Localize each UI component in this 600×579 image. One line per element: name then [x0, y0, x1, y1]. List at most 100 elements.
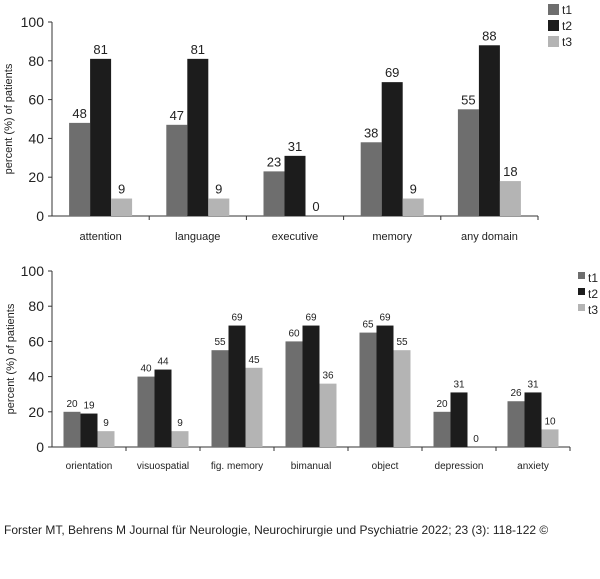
data-label: 60 — [288, 328, 300, 339]
bar-t3-orientation — [97, 431, 115, 447]
data-label: 31 — [288, 139, 302, 154]
category-label: object — [372, 461, 399, 472]
data-label: 10 — [544, 416, 556, 427]
y-tick-label: 0 — [36, 439, 44, 455]
bar-t1-fig-memory — [211, 350, 229, 447]
data-label: 9 — [103, 418, 109, 429]
bar-t3-object — [393, 350, 411, 447]
data-label: 69 — [379, 313, 391, 324]
category-label: attention — [79, 231, 121, 243]
legend-swatch-t1 — [548, 4, 559, 15]
data-label: 9 — [410, 182, 417, 197]
bar-t3-memory — [402, 198, 424, 216]
bar-t2-visuospatial — [154, 369, 172, 447]
data-label: 31 — [453, 379, 465, 390]
data-label: 9 — [215, 182, 222, 197]
citation-credit: Forster MT, Behrens M Journal für Neurol… — [4, 523, 549, 537]
category-label: anxiety — [517, 461, 549, 472]
legend-label-t3: t3 — [588, 303, 598, 317]
category-label: visuospatial — [137, 461, 189, 472]
category-label: depression — [435, 461, 484, 472]
y-tick-label: 20 — [28, 404, 44, 420]
data-label: 9 — [118, 182, 125, 197]
data-label: 69 — [305, 313, 317, 324]
data-label: 69 — [385, 65, 399, 80]
bar-t3-any-domain — [499, 181, 521, 216]
data-label: 81 — [93, 42, 107, 57]
bar-t2-language — [187, 58, 209, 216]
legend-swatch-t3 — [548, 36, 559, 47]
data-label: 81 — [191, 42, 205, 57]
bar-t3-language — [208, 198, 230, 216]
bar-t3-anxiety — [541, 429, 559, 447]
y-tick-label: 80 — [28, 298, 44, 314]
bar-t2-bimanual — [302, 325, 320, 447]
category-label: language — [175, 231, 220, 243]
category-label: any domain — [461, 231, 518, 243]
y-tick-label: 20 — [28, 169, 44, 185]
bar-t3-attention — [111, 198, 133, 216]
bar-t1-bimanual — [285, 341, 303, 447]
bar-t1-executive — [263, 171, 285, 216]
category-label: orientation — [66, 461, 113, 472]
legend-swatch-t2 — [578, 288, 585, 295]
legend-swatch-t3 — [578, 304, 585, 311]
legend-label-t1: t1 — [588, 271, 598, 285]
bar-t3-bimanual — [319, 383, 337, 447]
data-label: 40 — [140, 364, 152, 375]
bar-t1-anxiety — [507, 401, 525, 447]
data-label: 19 — [83, 401, 95, 412]
chart-top: 0 20 40 60 80 100 percent (%) of patients 48 81 9… — [3, 3, 572, 243]
data-label: 31 — [527, 379, 539, 390]
legend-label-t2: t2 — [562, 19, 572, 33]
bar-t1-memory — [360, 142, 382, 216]
data-label: 88 — [482, 28, 496, 43]
bar-t3-visuospatial — [171, 431, 189, 447]
bar-t1-object — [359, 332, 377, 447]
bar-t2-any-domain — [478, 45, 500, 216]
data-label: 36 — [322, 371, 334, 382]
bar-t1-language — [166, 124, 188, 216]
data-label: 0 — [473, 434, 479, 445]
bar-t1-visuospatial — [137, 376, 155, 447]
bar-t1-orientation — [63, 411, 81, 447]
bar-t2-depression — [450, 392, 468, 447]
legend: t1 t2 t3 — [578, 271, 598, 317]
y-tick-label: 40 — [28, 130, 44, 146]
data-label: 26 — [510, 388, 522, 399]
category-label: memory — [372, 231, 412, 243]
category-label: fig. memory — [211, 461, 263, 472]
bar-t2-orientation — [80, 413, 98, 447]
data-label: 0 — [312, 199, 319, 214]
y-tick-label: 0 — [36, 208, 44, 224]
data-label: 44 — [157, 357, 169, 368]
bar-t2-fig-memory — [228, 325, 246, 447]
bar-t1-depression — [433, 411, 451, 447]
legend-swatch-t1 — [578, 272, 585, 279]
data-label: 9 — [177, 418, 183, 429]
bar-t2-executive — [284, 155, 306, 216]
y-axis-title: percent (%) of patients — [5, 303, 17, 414]
bar-t2-anxiety — [524, 392, 542, 447]
category-label: bimanual — [291, 461, 332, 472]
category-label: executive — [272, 231, 318, 243]
data-label: 55 — [214, 337, 226, 348]
bar-t2-memory — [381, 82, 403, 216]
legend-swatch-t2 — [548, 20, 559, 31]
y-tick-label: 40 — [28, 369, 44, 385]
data-label: 20 — [66, 399, 78, 410]
y-tick-label: 60 — [28, 92, 44, 108]
bar-t1-attention — [69, 122, 91, 216]
data-label: 45 — [248, 355, 260, 366]
legend-label-t2: t2 — [588, 287, 598, 301]
data-label: 48 — [72, 106, 86, 121]
bar-t2-object — [376, 325, 394, 447]
data-label: 18 — [503, 164, 517, 179]
bar-t1-any-domain — [457, 109, 479, 216]
legend-label-t1: t1 — [562, 3, 572, 17]
data-label: 38 — [364, 125, 378, 140]
data-label: 47 — [170, 108, 184, 123]
data-label: 69 — [231, 313, 243, 324]
